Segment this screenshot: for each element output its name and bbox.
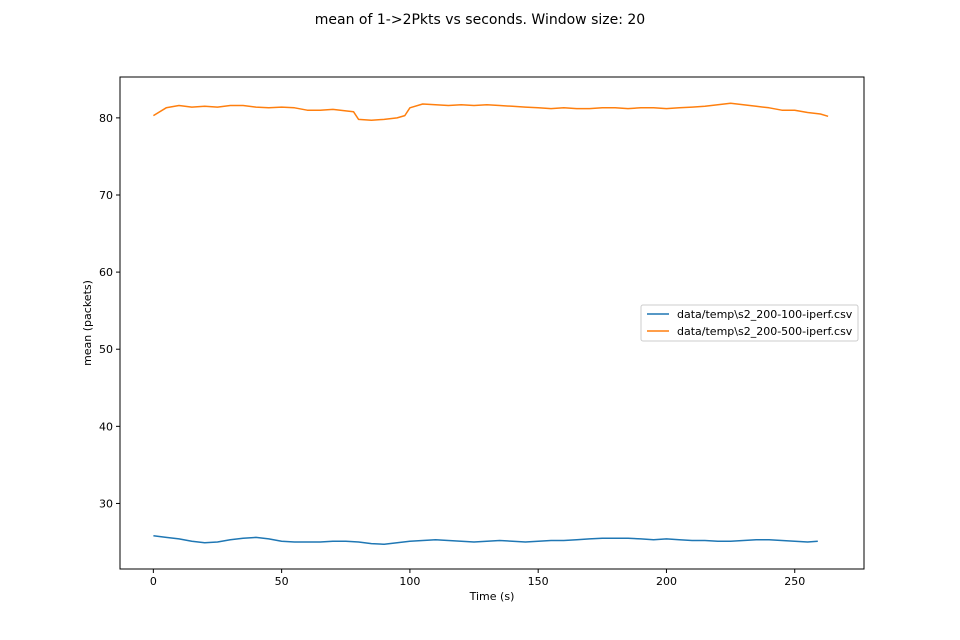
y-axis: 30 40 50 60 70 80 [99,112,120,510]
x-tick-label: 100 [399,575,420,588]
y-tick-label: 80 [99,112,113,125]
legend-label-series-1: data/temp\s2_200-100-iperf.csv [677,308,853,321]
plot-area [153,102,829,546]
legend: data/temp\s2_200-100-iperf.csv data/temp… [640,304,859,342]
x-tick-label: 150 [528,575,549,588]
legend-box [640,304,859,342]
x-tick-label: 250 [784,575,805,588]
y-tick-label: 60 [99,266,113,279]
series-line-2 [153,102,829,121]
x-axis-label: Time (s) [469,590,515,603]
axes-frame [119,76,865,570]
y-tick-label: 70 [99,189,113,202]
x-tick-label: 0 [150,575,157,588]
x-axis: 0 50 100 150 200 250 [150,569,805,588]
legend-label-series-2: data/temp\s2_200-500-iperf.csv [677,325,853,338]
y-axis-label: mean (packets) [81,280,94,366]
y-tick-label: 50 [99,343,113,356]
x-tick-label: 200 [656,575,677,588]
y-tick-label: 30 [99,497,113,510]
x-tick-label: 50 [275,575,289,588]
series-line-1 [153,535,818,546]
chart-title: mean of 1->2Pkts vs seconds. Window size… [315,12,645,28]
y-tick-label: 40 [99,420,113,433]
